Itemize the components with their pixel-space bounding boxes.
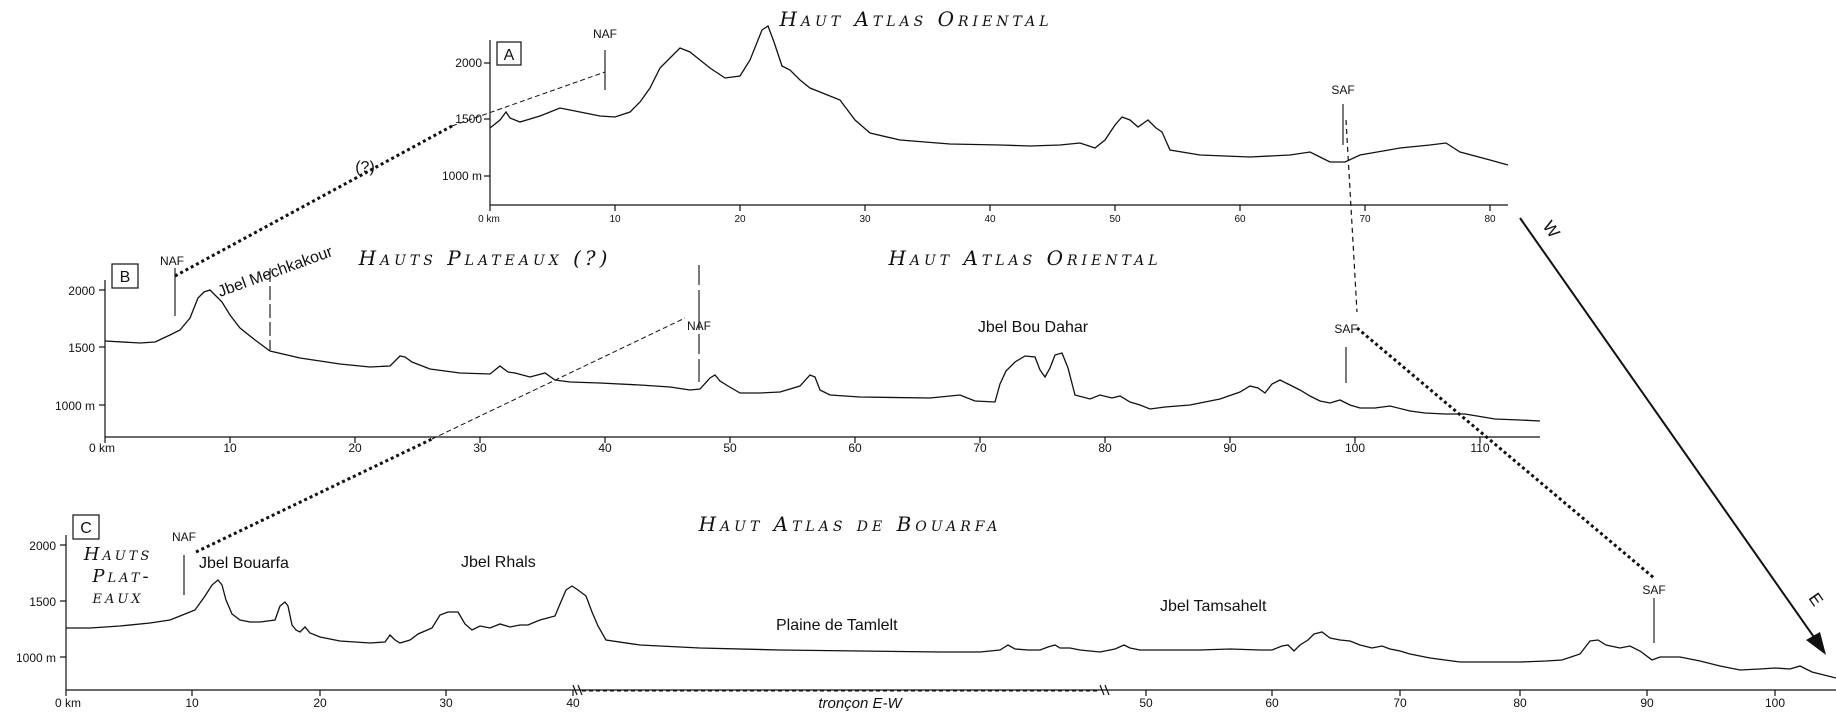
profile-c-xtick: 40 <box>566 696 580 710</box>
profile-a-xtick: 50 <box>1109 214 1121 225</box>
profile-a-naf-label: NAF <box>593 27 617 41</box>
profile-b-xtick: 70 <box>973 441 987 455</box>
profile-a-elevation-line <box>489 25 1509 166</box>
profile-b-ytick: 1500 <box>68 341 95 355</box>
profile-b-xtick: 10 <box>223 441 237 455</box>
hauts-plateaux-line-1: Hauts <box>83 544 153 565</box>
profile-a-ytick: 1000 m <box>442 169 482 183</box>
profile-a-xtick: 80 <box>1484 214 1496 225</box>
profile-a-letter-box <box>496 41 522 66</box>
profile-a-x-ticks: 0 km 10 20 30 40 50 60 70 80 <box>478 205 1496 225</box>
profile-b-ytick: 1000 m <box>55 399 95 413</box>
profile-c-naf-label: NAF <box>172 530 196 544</box>
axis-break-right <box>1099 684 1110 696</box>
profile-b-ytick: 2000 <box>68 284 95 298</box>
profile-c-ytick: 1000 m <box>16 651 56 665</box>
profile-c: C Haut Atlas de Bouarfa Hauts Plat- eaux… <box>16 512 1836 712</box>
naf-correlation-b-to-a-thin <box>451 71 606 127</box>
profile-b-y-ticks: 2000 1500 1000 m <box>55 284 105 413</box>
naf-correlation-c-to-b <box>195 437 433 554</box>
correlation-lines: (?) <box>174 71 1655 580</box>
profile-b-xtick: 80 <box>1098 441 1112 455</box>
profile-b-xtick: 30 <box>473 441 487 455</box>
saf-correlation-b-to-c <box>1356 326 1655 580</box>
profile-b-xtick: 50 <box>723 441 737 455</box>
profile-a-xtick: 0 km <box>478 214 500 225</box>
profile-a: A Haut Atlas Oriental 2000 1500 1000 m 0… <box>442 7 1509 225</box>
profile-b-saf-label: SAF <box>1334 322 1357 336</box>
profile-a-xtick: 10 <box>609 214 621 225</box>
axis-break-left <box>572 684 583 696</box>
profile-b-xtick: 0 km <box>89 441 115 455</box>
naf-correlation-b-to-a <box>174 124 453 278</box>
profile-c-xtick: 80 <box>1513 696 1527 710</box>
jbel-mechkakour-label: Jbel Mechkakour <box>216 243 336 301</box>
jbel-tamsahelt-label: Jbel Tamsahelt <box>1160 598 1267 615</box>
profile-b-xtick: 20 <box>348 441 362 455</box>
profile-a-xtick: 70 <box>1359 214 1371 225</box>
direction-e-label: E <box>1805 589 1827 609</box>
saf-correlation-a-to-b <box>1345 119 1358 313</box>
profile-a-ytick: 2000 <box>455 56 482 70</box>
profile-b-title-right: Haut Atlas Oriental <box>887 246 1161 270</box>
profile-b-title-left: Hauts Plateaux (?) <box>358 246 612 270</box>
profile-b-naf-left-label: NAF <box>160 254 184 268</box>
profile-c-xtick: 10 <box>185 696 199 710</box>
profile-c-title: Haut Atlas de Bouarfa <box>698 512 1002 536</box>
profile-a-xtick: 40 <box>984 214 996 225</box>
profile-c-ytick: 2000 <box>29 539 56 553</box>
profile-b-xtick: 60 <box>848 441 862 455</box>
profile-c-xtick: 0 km <box>55 696 81 710</box>
profile-b-x-ticks: 0 km 10 20 30 40 50 60 70 80 90 100 110 <box>89 437 1490 455</box>
profile-b-elevation-line <box>104 289 1541 422</box>
direction-arrow-head <box>1806 632 1826 655</box>
profile-a-title: Haut Atlas Oriental <box>778 7 1052 31</box>
correlation-question: (?) <box>355 159 375 176</box>
profile-c-xtick: 90 <box>1640 696 1654 710</box>
profile-c-elevation-line <box>66 579 1836 679</box>
jbel-bouarfa-label: Jbel Bouarfa <box>199 555 289 572</box>
profile-a-xtick: 20 <box>734 214 746 225</box>
profile-b-xtick: 40 <box>598 441 612 455</box>
profile-c-saf-label: SAF <box>1642 583 1665 597</box>
profile-b-letter: B <box>120 269 131 286</box>
profile-c-xtick: 50 <box>1139 696 1153 710</box>
profile-c-xtick: 100 <box>1765 696 1785 710</box>
profile-b-naf-mid-label: NAF <box>687 319 711 333</box>
profile-a-letter: A <box>504 47 515 64</box>
hauts-plateaux-line-3: eaux <box>91 587 143 608</box>
profile-b-xtick: 90 <box>1223 441 1237 455</box>
naf-correlation-c-to-b-thin <box>431 317 686 440</box>
profile-c-xtick: 30 <box>439 696 453 710</box>
profile-c-letter-box <box>72 514 100 540</box>
troncon-label: tronçon E-W <box>818 695 903 712</box>
profile-b-letter-box <box>111 263 139 289</box>
profile-b: B Hauts Plateaux (?) Haut Atlas Oriental… <box>55 243 1541 455</box>
profile-c-xtick: 20 <box>313 696 327 710</box>
profile-c-letter: C <box>80 520 92 537</box>
profile-a-saf-label: SAF <box>1331 83 1354 97</box>
profile-c-xtick: 60 <box>1265 696 1279 710</box>
profile-c-ytick: 1500 <box>29 595 56 609</box>
plaine-de-tamlelt-label: Plaine de Tamlelt <box>776 617 898 634</box>
w-e-direction-arrow: W E <box>1519 217 1827 655</box>
profile-a-xtick: 60 <box>1234 214 1246 225</box>
profile-a-xtick: 30 <box>859 214 871 225</box>
profile-c-y-ticks: 2000 1500 1000 m <box>16 539 66 665</box>
direction-arrow-shaft <box>1519 217 1817 641</box>
hauts-plateaux-line-2: Plat- <box>91 566 151 587</box>
profile-b-xtick: 110 <box>1470 441 1489 455</box>
profile-b-xtick: 100 <box>1345 441 1365 455</box>
direction-w-label: W <box>1539 217 1564 241</box>
profile-a-y-ticks: 2000 1500 1000 m <box>442 56 490 183</box>
jbel-rhals-label: Jbel Rhals <box>461 554 536 571</box>
profile-c-x-ticks: 0 km 10 20 30 40 50 60 70 80 90 100 <box>55 690 1785 710</box>
profile-a-ytick: 1500 <box>455 112 482 126</box>
profile-c-xtick: 70 <box>1393 696 1407 710</box>
jbel-bou-dahar-label: Jbel Bou Dahar <box>978 319 1089 336</box>
